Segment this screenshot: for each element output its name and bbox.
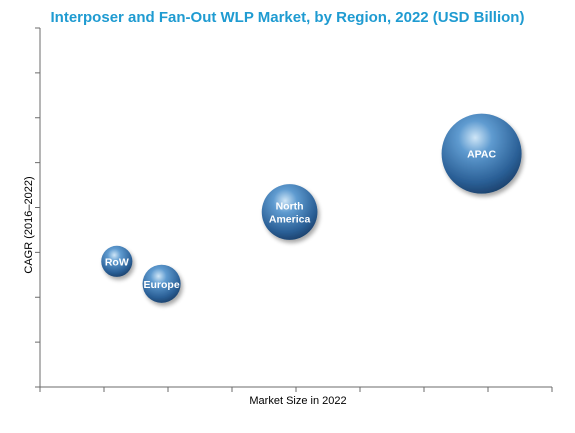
bubble-label: APAC (467, 149, 496, 161)
axes (35, 27, 553, 392)
bubble-label: North America (269, 200, 311, 225)
bubble-label: RoW (105, 256, 129, 268)
bubble-label: Europe (144, 279, 180, 291)
bubbles-group: RoW Europe North America APAC (101, 113, 522, 303)
bubble-north-america (261, 184, 318, 240)
x-axis-label: Market Size in 2022 (249, 395, 346, 407)
chart-title: Interposer and Fan-Out WLP Market, by Re… (50, 9, 525, 26)
bubble-row (101, 245, 133, 277)
bubble-apac (441, 113, 522, 194)
bubble-europe (142, 264, 181, 303)
y-axis-label: CAGR (2016–2022) (23, 176, 35, 273)
